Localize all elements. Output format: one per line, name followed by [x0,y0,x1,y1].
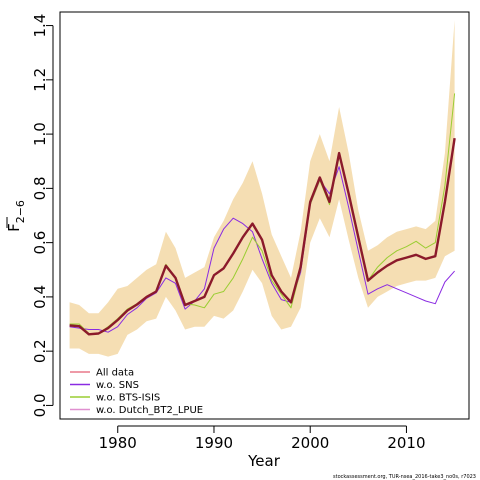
footer-note: stockassessment.org, TUR-nsea_2016-take3… [333,474,476,480]
legend-label-w-o-sns: w.o. SNS [96,380,139,391]
legend-label-all-data: All data [96,368,134,379]
y-tick-label: 0.0 [31,393,49,417]
x-tick-label: 1980 [99,434,137,452]
x-tick-label: 2000 [291,434,329,452]
legend-label-w-o-bts-isis: w.o. BTS-ISIS [96,393,160,404]
y-tick-label: 0.6 [31,231,49,255]
y-axis-title-sub: 2−6 [14,200,27,223]
x-axis-title: Year [247,452,281,470]
confidence-band-layer [69,20,455,357]
x-tick-label: 1990 [195,434,233,452]
y-tick-label: 0.8 [31,176,49,200]
svg-text:F2−6: F2−6 [5,200,27,232]
y-axis-title-main: F [5,223,23,232]
y-tick-label: 1.0 [31,122,49,146]
series-line-all-data [69,138,456,336]
series-line-w-o-sns [69,166,455,333]
y-tick-label: 0.4 [31,285,49,309]
y-axis-title: F2−6 [5,200,27,232]
y-tick-label: 1.4 [31,14,49,38]
plot-frame [59,11,470,420]
y-tick-label: 0.2 [31,339,49,363]
legend-label-w-o-dutch-bt2-lpue: w.o. Dutch_BT2_LPUE [96,405,203,416]
series-lines-layer [69,93,456,336]
y-tick-label: 1.2 [31,68,49,92]
x-axis: 1980 1990 2000 2010 [99,425,426,452]
x-tick-label: 2010 [387,434,425,452]
y-axis: 0.0 0.2 0.4 0.6 0.8 1.0 1.2 1.4 [31,14,54,417]
confidence-band [69,20,455,357]
